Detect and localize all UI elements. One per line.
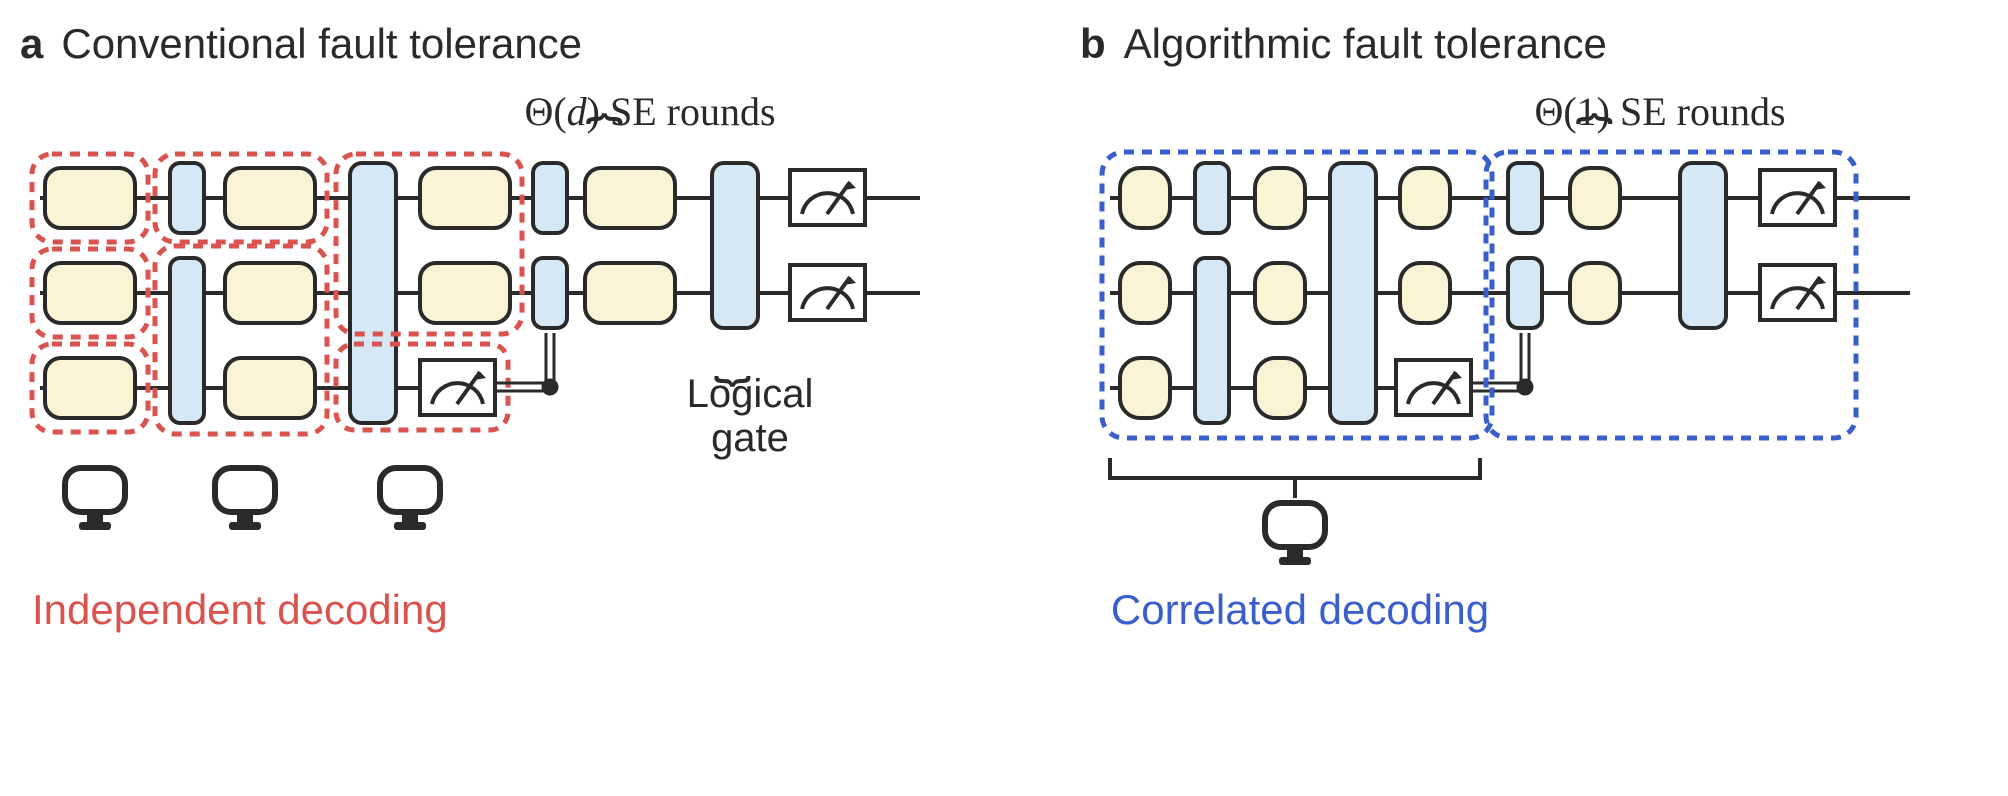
bracket-icon bbox=[1110, 458, 1480, 498]
panel-b-se-label: Θ(1) SE rounds bbox=[1500, 88, 1820, 135]
panel-a: a Conventional fault tolerance Θ(d) SE ro… bbox=[20, 20, 1000, 634]
computer-icon bbox=[215, 468, 275, 530]
meter-icon bbox=[1760, 170, 1835, 225]
brace-down-icon: ⏞ bbox=[586, 114, 623, 170]
se-narrow-col1 bbox=[1120, 168, 1170, 418]
meter-icon bbox=[420, 360, 495, 415]
classical-wire bbox=[1471, 333, 1532, 394]
panel-a-letter: a bbox=[20, 20, 43, 67]
meter-icon bbox=[1760, 265, 1835, 320]
se-col1 bbox=[45, 168, 135, 418]
meter-icon bbox=[1396, 360, 1471, 415]
gate-three-qubit bbox=[350, 163, 396, 423]
computer-icon bbox=[380, 468, 440, 530]
gate-two-qubit bbox=[1195, 258, 1229, 423]
gate-small bbox=[170, 163, 204, 233]
se-col3 bbox=[225, 168, 315, 418]
logical-gate-label: Logicalgate bbox=[660, 372, 840, 460]
se-col5 bbox=[420, 168, 510, 323]
panel-a-se-label: Θ(d) SE rounds bbox=[490, 88, 810, 135]
panel-b-letter: b bbox=[1080, 20, 1106, 67]
logical-gate bbox=[1680, 163, 1726, 328]
gate-small2b bbox=[533, 258, 567, 328]
brace-down-icon: ⏞ bbox=[1576, 114, 1613, 170]
gate-small2a bbox=[1508, 163, 1542, 233]
panel-b-title-text: Algorithmic fault tolerance bbox=[1124, 20, 1607, 67]
panel-a-circuit bbox=[20, 138, 1000, 578]
logical-gate bbox=[712, 163, 758, 328]
panel-a-title: a Conventional fault tolerance bbox=[20, 20, 1000, 68]
computer-icon bbox=[1265, 503, 1325, 565]
panel-b-decoding-label: Correlated decoding bbox=[1080, 586, 1520, 634]
se-narrow-col7 bbox=[1570, 168, 1620, 323]
computer-icon bbox=[65, 468, 125, 530]
se-narrow-col5 bbox=[1400, 168, 1450, 323]
panel-a-title-text: Conventional fault tolerance bbox=[61, 20, 582, 67]
meter-icon bbox=[790, 265, 865, 320]
panel-b-title: b Algorithmic fault tolerance bbox=[1080, 20, 1980, 68]
gate-small bbox=[1195, 163, 1229, 233]
se-narrow-col3 bbox=[1255, 168, 1305, 418]
panel-b-circuit bbox=[1080, 138, 1980, 578]
panel-b: b Algorithmic fault tolerance Θ(1) SE rou… bbox=[1080, 20, 1980, 634]
panel-a-decoding-label: Independent decoding bbox=[32, 586, 1000, 634]
gate-two-qubit bbox=[170, 258, 204, 423]
gate-small2a bbox=[533, 163, 567, 233]
gate-three-qubit bbox=[1330, 163, 1376, 423]
gate-small2b bbox=[1508, 258, 1542, 328]
classical-wire bbox=[495, 333, 557, 394]
se-col7 bbox=[585, 168, 675, 323]
meter-icon bbox=[790, 170, 865, 225]
